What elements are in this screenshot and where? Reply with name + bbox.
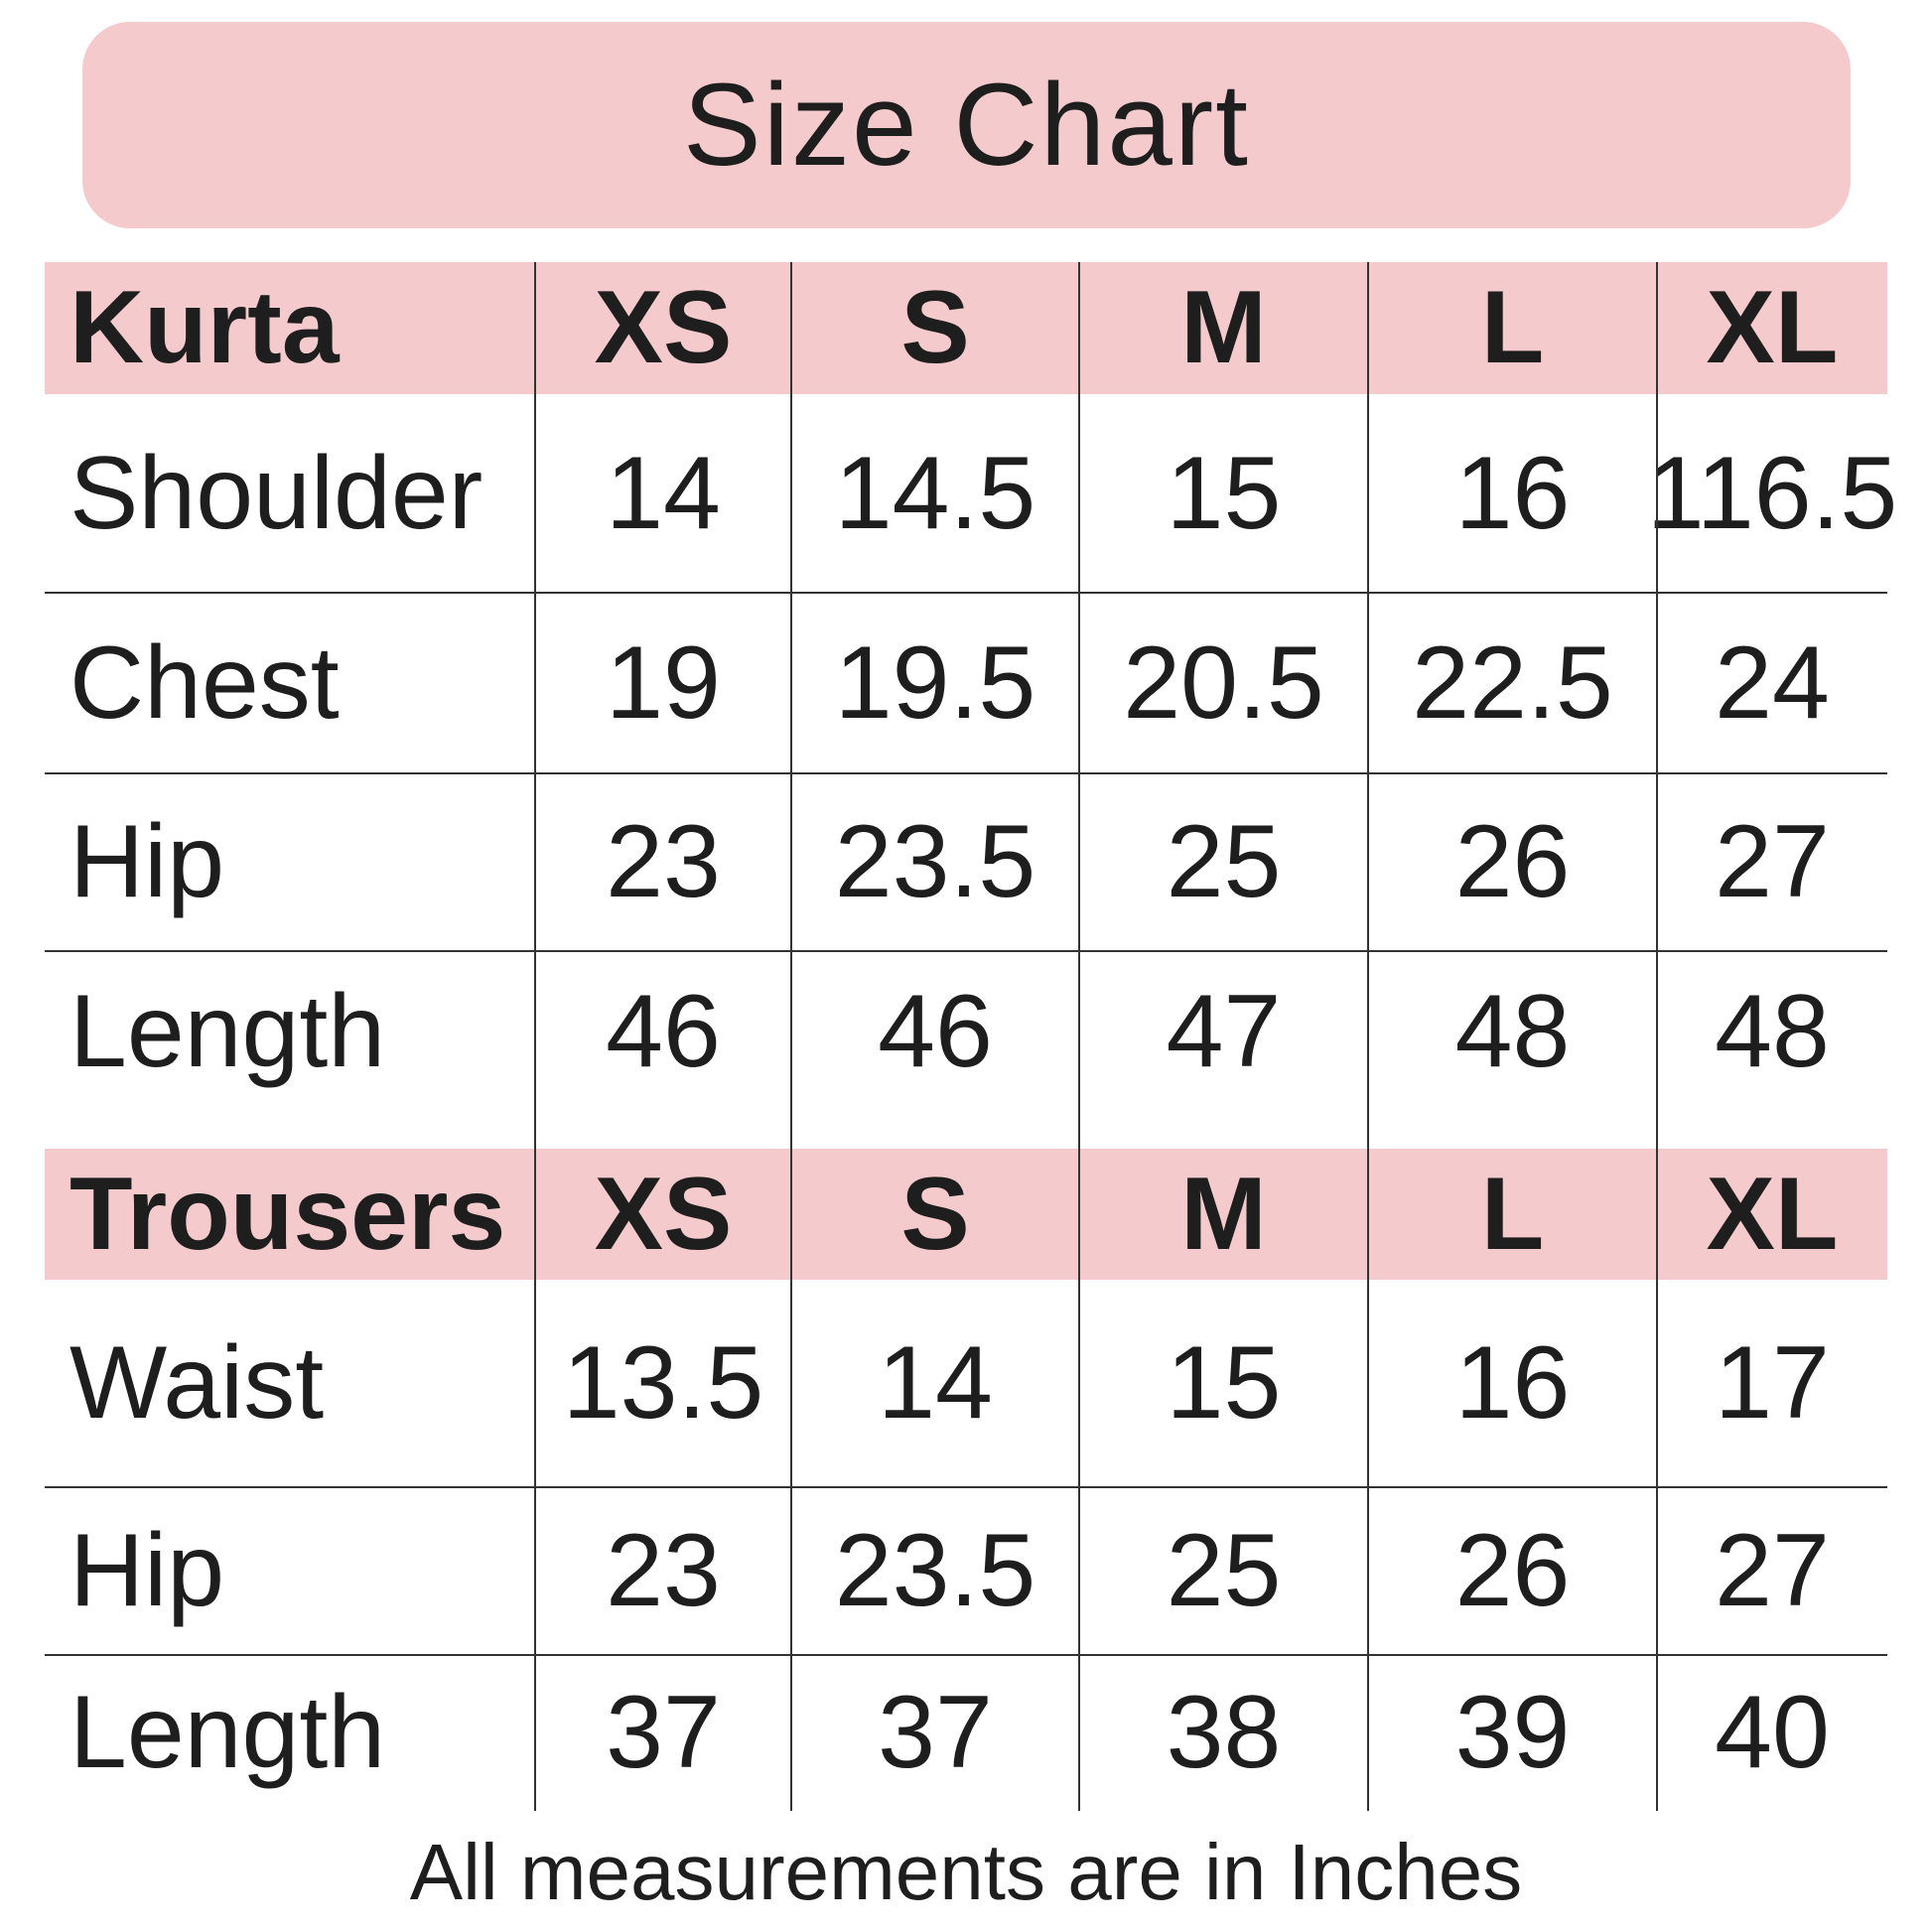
column-divider [1656, 262, 1658, 1149]
measurement-label: Length [69, 973, 386, 1089]
section-header-band [45, 262, 1887, 394]
size-header: S [900, 1156, 970, 1272]
measurement-value: 17 [1715, 1325, 1830, 1441]
size-header: S [900, 270, 970, 385]
column-divider [1656, 1149, 1658, 1811]
column-divider [1367, 262, 1369, 1149]
measurement-value: 37 [878, 1675, 993, 1790]
size-header: XS [594, 270, 733, 385]
measurement-label: Waist [69, 1325, 325, 1441]
measurement-value: 16 [1454, 435, 1571, 551]
measurement-value: 19.5 [834, 624, 1036, 741]
title-banner: Size Chart [82, 22, 1851, 228]
measurement-value: 16 [1454, 1325, 1571, 1441]
measurement-value: 19 [606, 624, 721, 741]
row-divider [45, 592, 1887, 594]
column-divider [790, 1149, 792, 1811]
measurement-value: 48 [1715, 973, 1830, 1089]
measurement-value: 23.5 [834, 1513, 1036, 1628]
row-divider [45, 1654, 1887, 1656]
column-divider [1078, 1149, 1080, 1811]
measurement-value: 48 [1454, 973, 1571, 1089]
measurement-value: 37 [606, 1675, 721, 1790]
measurement-label: Shoulder [69, 435, 483, 551]
column-divider [790, 262, 792, 1149]
row-divider [45, 772, 1887, 774]
measurement-value: 116.5 [1646, 435, 1898, 551]
row-divider [45, 950, 1887, 952]
measurement-value: 25 [1166, 804, 1282, 919]
size-header: XS [594, 1156, 733, 1272]
measurement-value: 23 [606, 804, 721, 919]
measurement-label: Length [69, 1675, 386, 1790]
measurement-value: 46 [606, 973, 721, 1089]
measurement-value: 27 [1715, 804, 1830, 919]
size-header: M [1180, 1156, 1267, 1272]
column-divider [534, 1149, 536, 1811]
measurement-value: 40 [1715, 1675, 1830, 1790]
measurement-value: 20.5 [1123, 624, 1324, 741]
column-divider [534, 262, 536, 1149]
measurement-label: Hip [69, 1513, 225, 1628]
measurement-value: 46 [878, 973, 993, 1089]
measurement-label: Hip [69, 804, 225, 919]
measurement-value: 14 [606, 435, 721, 551]
measurement-value: 15 [1166, 435, 1282, 551]
measurement-value: 26 [1454, 1513, 1571, 1628]
size-header: L [1480, 1156, 1545, 1272]
measurement-value: 14 [878, 1325, 993, 1441]
measurement-value: 22.5 [1412, 624, 1613, 741]
measurement-value: 47 [1166, 973, 1282, 1089]
column-divider [1367, 1149, 1369, 1811]
footer-note: All measurements are in Inches [409, 1828, 1523, 1916]
measurement-value: 13.5 [562, 1325, 764, 1441]
size-header: M [1180, 270, 1267, 385]
row-divider [45, 1486, 1887, 1488]
measurement-value: 39 [1454, 1675, 1571, 1790]
measurement-value: 23 [606, 1513, 721, 1628]
measurement-value: 23.5 [834, 804, 1036, 919]
section-header-band [45, 1149, 1887, 1280]
section-title: Trousers [69, 1156, 506, 1272]
measurement-value: 24 [1715, 624, 1830, 741]
measurement-value: 38 [1166, 1675, 1282, 1790]
size-header: XL [1706, 1156, 1839, 1272]
column-divider [1078, 262, 1080, 1149]
size-header: L [1480, 270, 1545, 385]
measurement-value: 26 [1454, 804, 1571, 919]
size-header: XL [1706, 270, 1839, 385]
measurement-value: 14.5 [834, 435, 1036, 551]
measurement-label: Chest [69, 624, 340, 741]
section-title: Kurta [69, 270, 340, 385]
measurement-value: 15 [1166, 1325, 1282, 1441]
measurement-value: 27 [1715, 1513, 1830, 1628]
page-title: Size Chart [683, 60, 1250, 191]
measurement-value: 25 [1166, 1513, 1282, 1628]
